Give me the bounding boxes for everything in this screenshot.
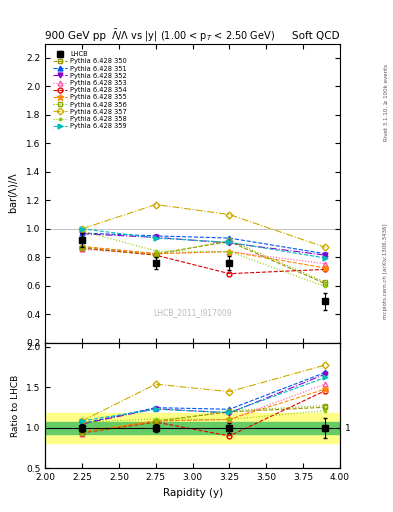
Text: mcplots.cern.ch [arXiv:1306.3436]: mcplots.cern.ch [arXiv:1306.3436] [384,224,388,319]
Legend: LHCB, Pythia 6.428 350, Pythia 6.428 351, Pythia 6.428 352, Pythia 6.428 353, Py: LHCB, Pythia 6.428 350, Pythia 6.428 351… [51,50,128,131]
Title: $\bar{\Lambda}/\Lambda$ vs |y| (1.00 < p$_{T}$ < 2.50 GeV): $\bar{\Lambda}/\Lambda$ vs |y| (1.00 < p… [110,28,275,44]
Y-axis label: Ratio to LHCB: Ratio to LHCB [11,374,20,437]
Bar [45,422,340,434]
Text: Soft QCD: Soft QCD [292,31,340,41]
X-axis label: Rapidity (y): Rapidity (y) [163,488,222,498]
Text: Rivet 3.1.10, ≥ 100k events: Rivet 3.1.10, ≥ 100k events [384,64,388,141]
Text: LHCB_2011_I917009: LHCB_2011_I917009 [153,308,232,317]
Text: 900 GeV pp: 900 GeV pp [45,31,106,41]
Bar [45,413,340,442]
Y-axis label: bar($\Lambda$)/$\Lambda$: bar($\Lambda$)/$\Lambda$ [7,172,20,215]
